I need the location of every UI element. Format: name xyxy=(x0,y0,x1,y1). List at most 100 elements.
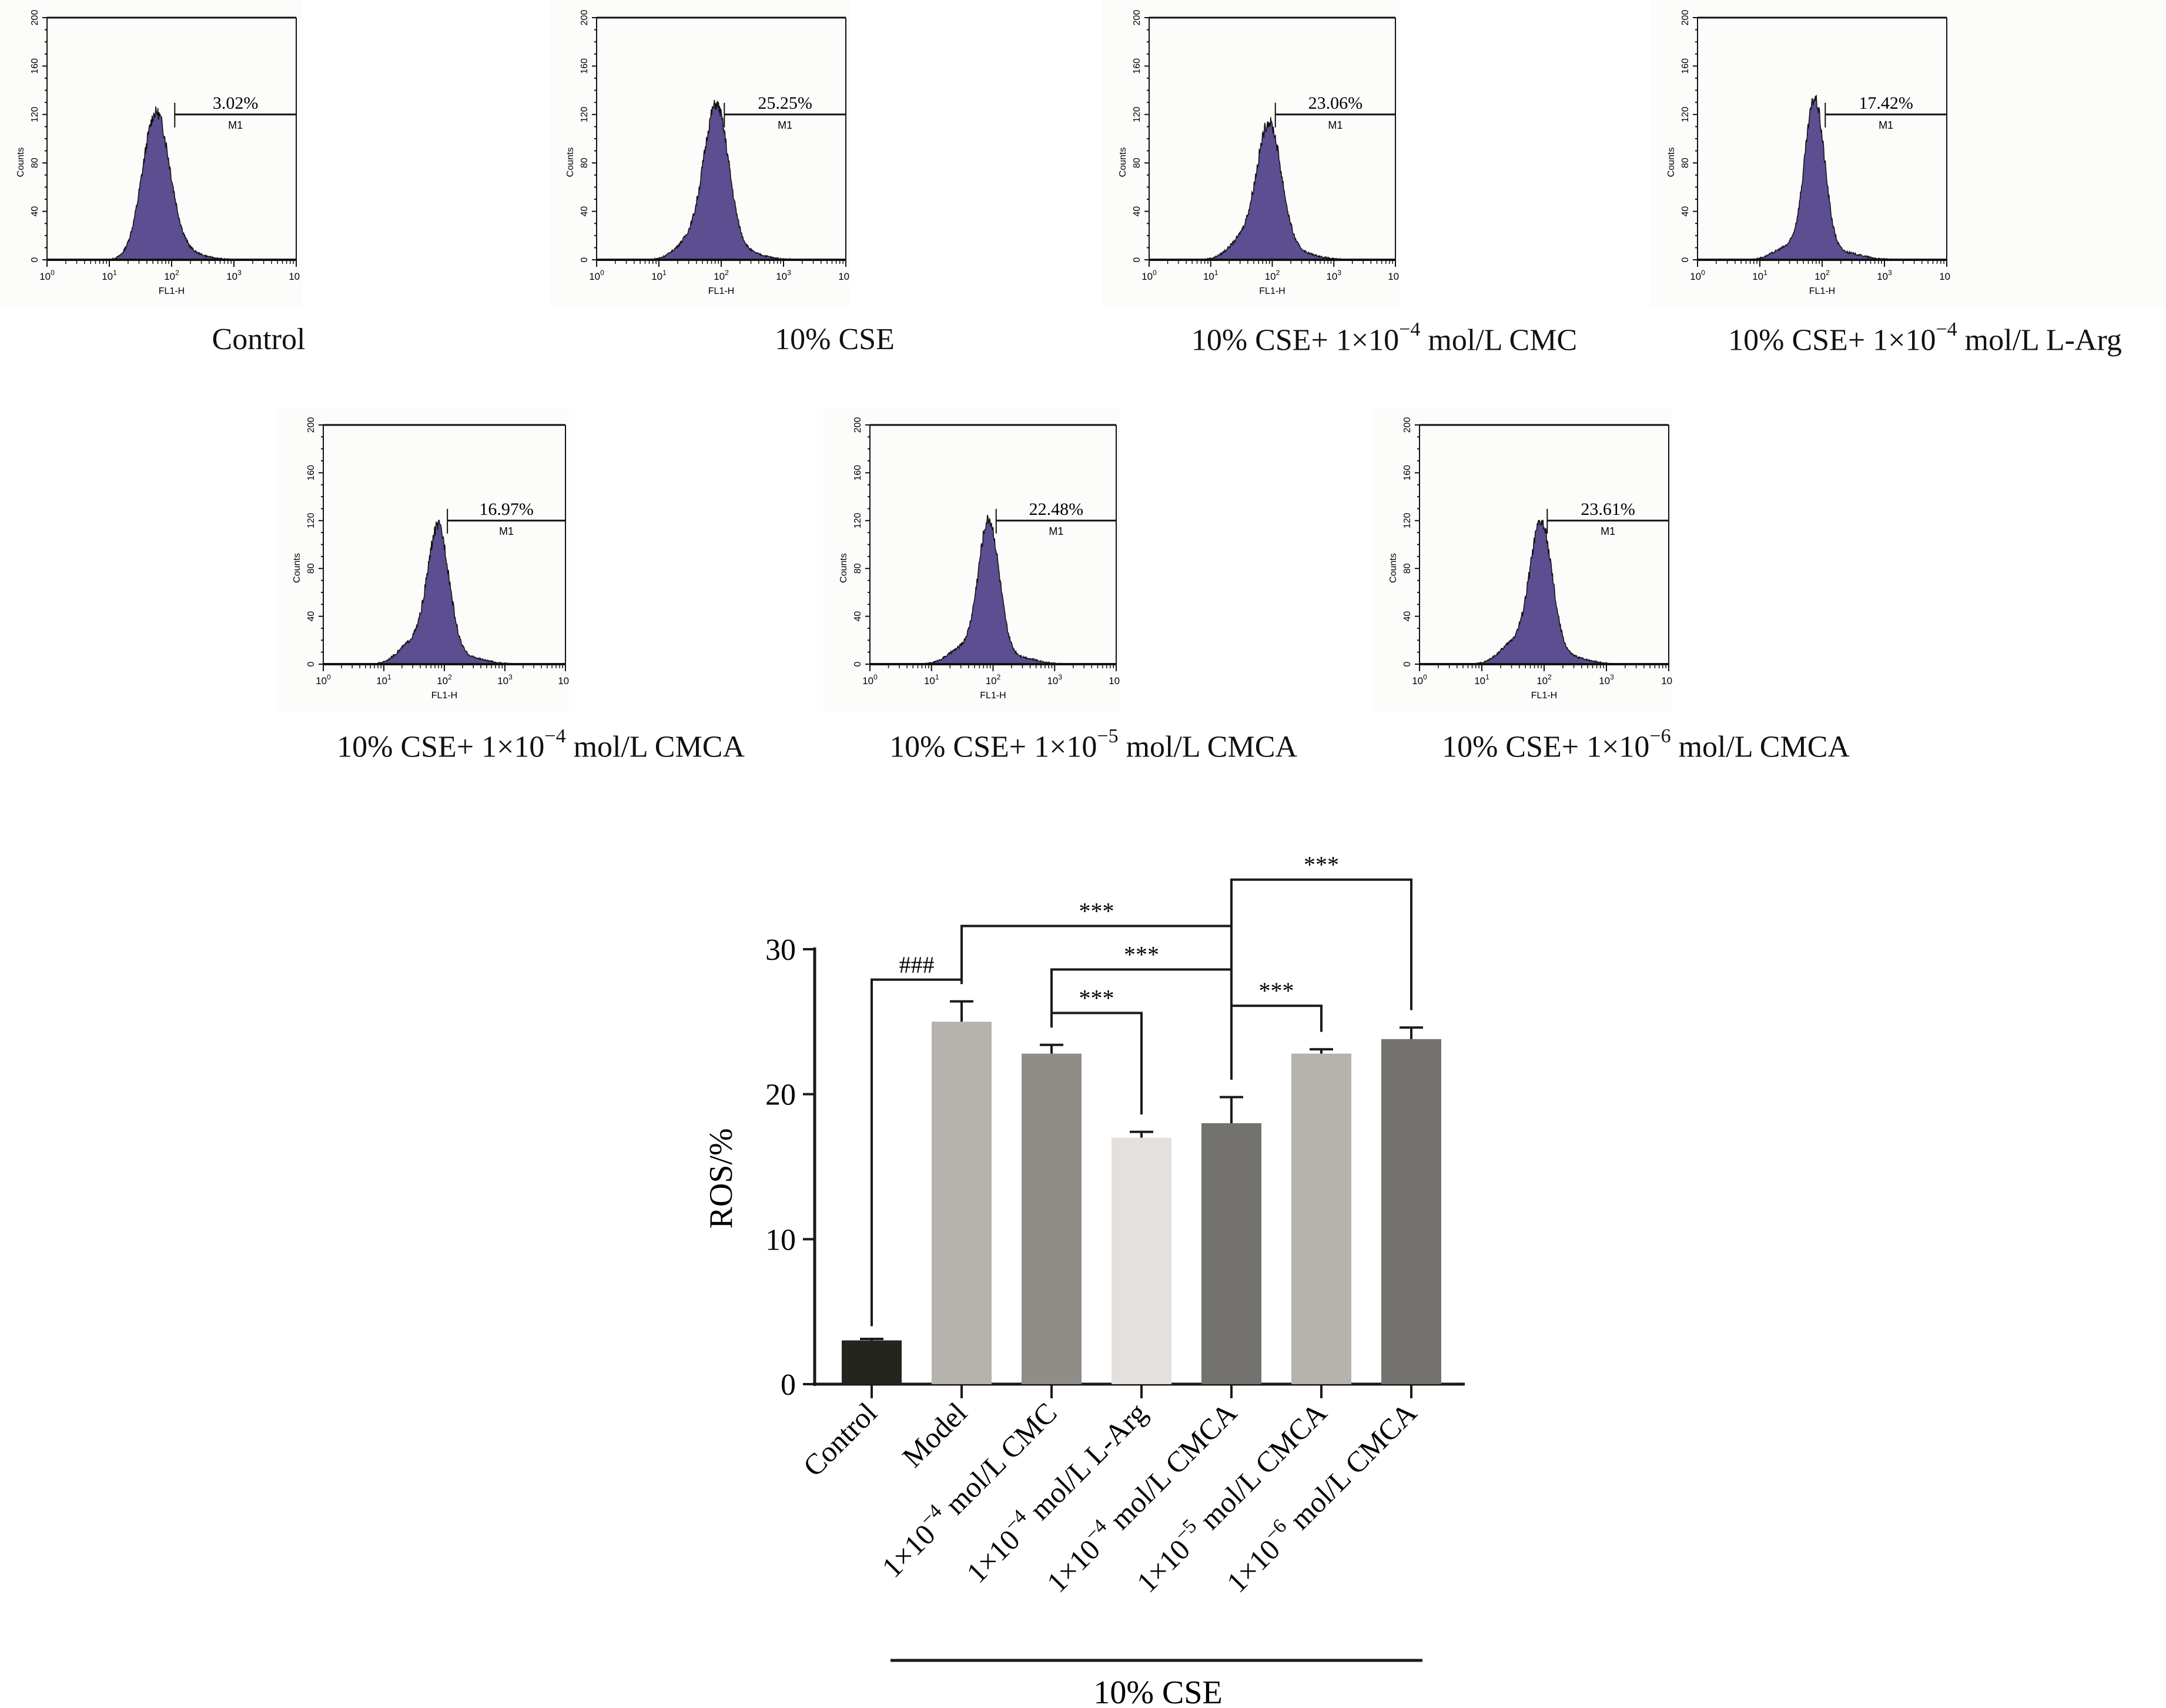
y-tick-label: 120 xyxy=(1680,106,1690,122)
x-tick-label: 102 xyxy=(1536,673,1552,686)
caption-unit: mol/L CMCA xyxy=(1670,730,1850,764)
y-tick-label: 0 xyxy=(1680,257,1690,262)
significance-label: *** xyxy=(1304,852,1339,878)
significance-label: *** xyxy=(1079,898,1114,925)
y-tick-label: 0 xyxy=(781,1368,796,1402)
x-tick-label: 102 xyxy=(437,673,452,686)
caption-text: Control xyxy=(212,323,306,356)
y-tick-label: 0 xyxy=(580,257,590,262)
caption-unit: mol/L CMCA xyxy=(1118,730,1297,764)
histogram-panel: 0 40 80 120 160 200 Counts 100 101 102 103 104 FL1-H… xyxy=(1372,407,1672,711)
histogram-svg: 0 40 80 120 160 200 Counts 100 101 102 103 104 FL1-H… xyxy=(292,417,569,701)
x-tick-label: 102 xyxy=(1265,269,1280,282)
y-tick-label: 120 xyxy=(580,106,590,122)
y-tick-label: 20 xyxy=(765,1079,796,1112)
y-tick-label: 80 xyxy=(1132,158,1142,168)
y-tick-label: 120 xyxy=(30,106,40,122)
histogram-fill xyxy=(1475,520,1613,665)
y-tick-label: 160 xyxy=(30,58,40,74)
x-tick-label: 103 xyxy=(226,269,242,282)
histogram-panel: 0 40 80 120 160 200 Counts 100 101 102 103 104 FL1-H… xyxy=(823,407,1120,711)
x-tick-label: 101 xyxy=(1203,269,1218,282)
x-tick-label: 101 xyxy=(651,269,667,282)
histogram-fill xyxy=(1753,95,1892,261)
caption-unit: mol/L CMCA xyxy=(565,730,745,764)
y-tick-label: 0 xyxy=(1402,661,1412,667)
y-tick-label: 40 xyxy=(1680,206,1690,217)
y-tick-label: 200 xyxy=(853,417,863,433)
y-tick-label: 0 xyxy=(30,257,40,262)
gate-label: M1 xyxy=(778,119,792,131)
y-tick-label: 10 xyxy=(765,1223,796,1257)
gate-label: M1 xyxy=(1879,119,1893,131)
caption-exponent: −5 xyxy=(1097,725,1119,747)
y-tick-label: 80 xyxy=(580,158,590,168)
y-tick-label: 80 xyxy=(306,563,316,574)
x-tick-label: 104 xyxy=(289,269,300,282)
x-tick-label: 101 xyxy=(924,673,939,686)
x-tick-label: 100 xyxy=(589,269,604,282)
bar xyxy=(842,1340,902,1384)
caption-text: 10% CSE xyxy=(775,323,895,356)
gate-percent: 23.06% xyxy=(1308,93,1363,113)
y-tick-label: 160 xyxy=(1402,465,1412,481)
group-label: 10% CSE xyxy=(1093,1674,1222,1708)
y-tick-label: 200 xyxy=(1680,10,1690,26)
x-tick-label: 104 xyxy=(558,673,569,686)
gate-label: M1 xyxy=(1601,525,1615,537)
x-tick-label: 101 xyxy=(102,269,117,282)
y-axis-label: Counts xyxy=(839,553,849,583)
histogram-caption: Control xyxy=(212,322,306,357)
y-axis-label: Counts xyxy=(565,148,575,178)
caption-unit: mol/L L-Arg xyxy=(1957,323,2122,357)
x-tick-label: 104 xyxy=(838,269,849,282)
x-tick-label: 100 xyxy=(39,269,55,282)
gate-percent: 25.25% xyxy=(758,93,812,113)
y-tick-label: 40 xyxy=(306,611,316,622)
gate-percent: 23.61% xyxy=(1581,500,1635,519)
x-tick-label: 102 xyxy=(1815,269,1830,282)
histogram-svg: 0 40 80 120 160 200 Counts 100 101 102 103 104 FL1-H… xyxy=(1118,10,1399,296)
y-tick-label: 120 xyxy=(853,513,863,528)
y-tick-label: 160 xyxy=(1680,58,1690,74)
histogram-panel: 0 40 80 120 160 200 Counts 100 101 102 103 104 FL1-H… xyxy=(1102,0,1399,307)
x-tick-label: 100 xyxy=(316,673,331,686)
x-tick-label: 103 xyxy=(1877,269,1892,282)
y-tick-label: 40 xyxy=(1402,611,1412,622)
y-tick-label: 80 xyxy=(1680,158,1690,168)
x-axis-label: FL1-H xyxy=(431,691,457,701)
histogram-fill xyxy=(102,106,241,261)
x-tick-label: 101 xyxy=(376,673,391,686)
y-tick-label: 0 xyxy=(853,661,863,667)
histogram-svg: 0 40 80 120 160 200 Counts 100 101 102 103 104 FL1-H… xyxy=(565,10,849,296)
x-tick-label: 104 xyxy=(1109,673,1120,686)
histogram-fill xyxy=(377,519,512,665)
y-tick-label: 120 xyxy=(306,513,316,528)
y-tick-label: 80 xyxy=(30,158,40,168)
gate-percent: 16.97% xyxy=(479,500,534,519)
significance-label: *** xyxy=(1259,977,1294,1004)
y-tick-label: 80 xyxy=(853,563,863,574)
caption-exponent: −4 xyxy=(1936,319,1957,340)
x-tick-label: 100 xyxy=(1690,269,1705,282)
histogram-svg: 0 40 80 120 160 200 Counts 100 101 102 103 104 FL1-H… xyxy=(839,417,1120,701)
histogram-caption: 10% CSE+ 1×10−5 mol/L CMCA xyxy=(889,725,1297,764)
caption-text: 10% CSE+ 1×10 xyxy=(889,730,1097,764)
y-tick-label: 160 xyxy=(853,465,863,481)
x-tick-label: 103 xyxy=(1599,673,1614,686)
bar xyxy=(1022,1053,1082,1384)
x-tick-label: 103 xyxy=(497,673,513,686)
y-tick-label: 120 xyxy=(1132,106,1142,122)
histogram-fill xyxy=(925,514,1062,665)
histogram-panel: 0 40 80 120 160 200 Counts 100 101 102 103 104 FL1-H… xyxy=(276,407,569,711)
x-tick-label: 101 xyxy=(1752,269,1767,282)
y-tick-label: 200 xyxy=(1132,10,1142,26)
y-tick-label: 40 xyxy=(30,206,40,217)
y-tick-label: 0 xyxy=(1132,257,1142,262)
histogram-svg: 0 40 80 120 160 200 Counts 100 101 102 103 104 FL1-H… xyxy=(1666,10,1950,296)
caption-text: 10% CSE+ 1×10 xyxy=(1442,730,1650,764)
bar xyxy=(1381,1039,1441,1384)
gate-label: M1 xyxy=(499,525,514,537)
gate-label: M1 xyxy=(228,119,243,131)
x-tick-label: 101 xyxy=(1474,673,1489,686)
